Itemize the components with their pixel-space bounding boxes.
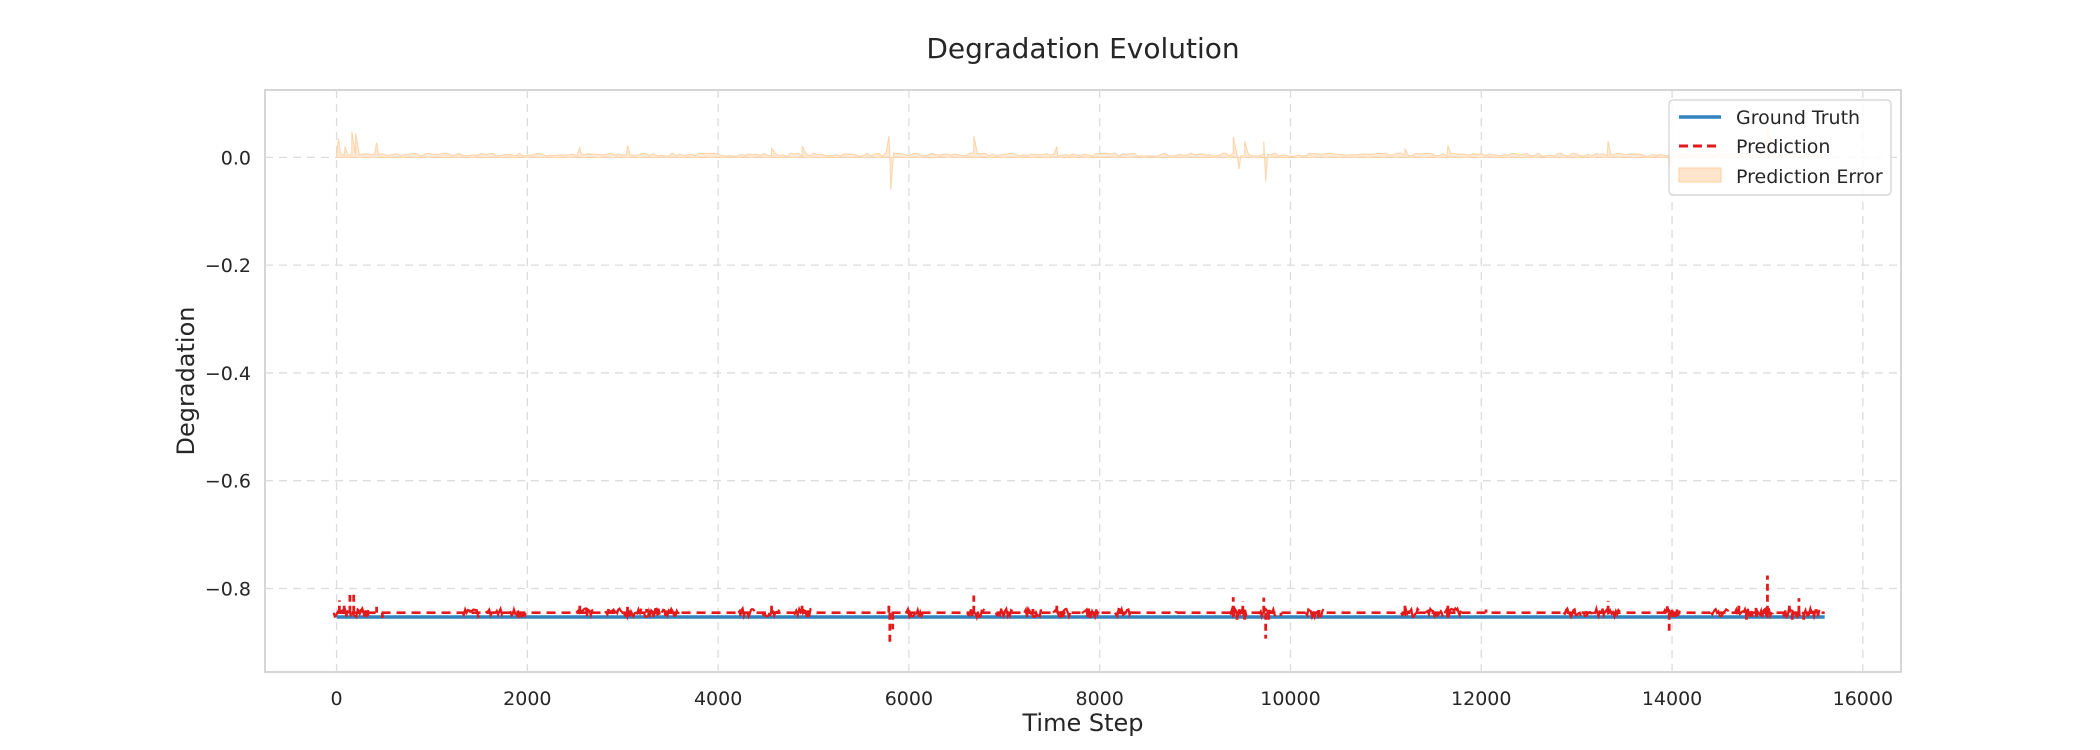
x-axis-label: Time Step xyxy=(1021,709,1143,737)
y-tick-label: −0.4 xyxy=(205,363,251,385)
x-tick-label: 12000 xyxy=(1451,688,1511,710)
legend-swatch-prediction-error xyxy=(1678,167,1722,183)
error-area-layer xyxy=(336,124,1826,190)
x-tick-label: 10000 xyxy=(1260,688,1320,710)
legend-label-ground-truth: Ground Truth xyxy=(1736,107,1860,129)
x-tick-label: 2000 xyxy=(503,688,551,710)
series-area-prediction-error xyxy=(336,124,1826,190)
y-tick-label: −0.6 xyxy=(205,471,251,493)
x-tick-label: 0 xyxy=(330,688,342,710)
chart-title: Degradation Evolution xyxy=(926,32,1239,65)
plot-area xyxy=(264,89,1902,673)
series-noise-prediction xyxy=(332,604,1821,622)
x-tick-label: 14000 xyxy=(1642,688,1702,710)
legend-label-prediction: Prediction xyxy=(1736,136,1830,158)
y-tick-label: −0.2 xyxy=(205,255,251,277)
legend-label-prediction-error: Prediction Error xyxy=(1736,166,1883,188)
x-tick-label: 6000 xyxy=(885,688,933,710)
x-tick-label: 16000 xyxy=(1833,688,1893,710)
legend-box xyxy=(1668,99,1892,196)
x-tick-label: 4000 xyxy=(694,688,742,710)
legend: Ground Truth Prediction Prediction Error xyxy=(1668,99,1892,196)
series-line-layer xyxy=(332,575,1825,646)
x-tick-label: 8000 xyxy=(1076,688,1124,710)
tick-labels: 0 2000 4000 6000 8000 10000 12000 14000 16000 0.0… xyxy=(205,147,1893,710)
y-axis-label: Degradation xyxy=(172,307,200,456)
y-tick-label: 0.0 xyxy=(221,147,251,169)
y-tick-label: −0.8 xyxy=(205,578,251,600)
